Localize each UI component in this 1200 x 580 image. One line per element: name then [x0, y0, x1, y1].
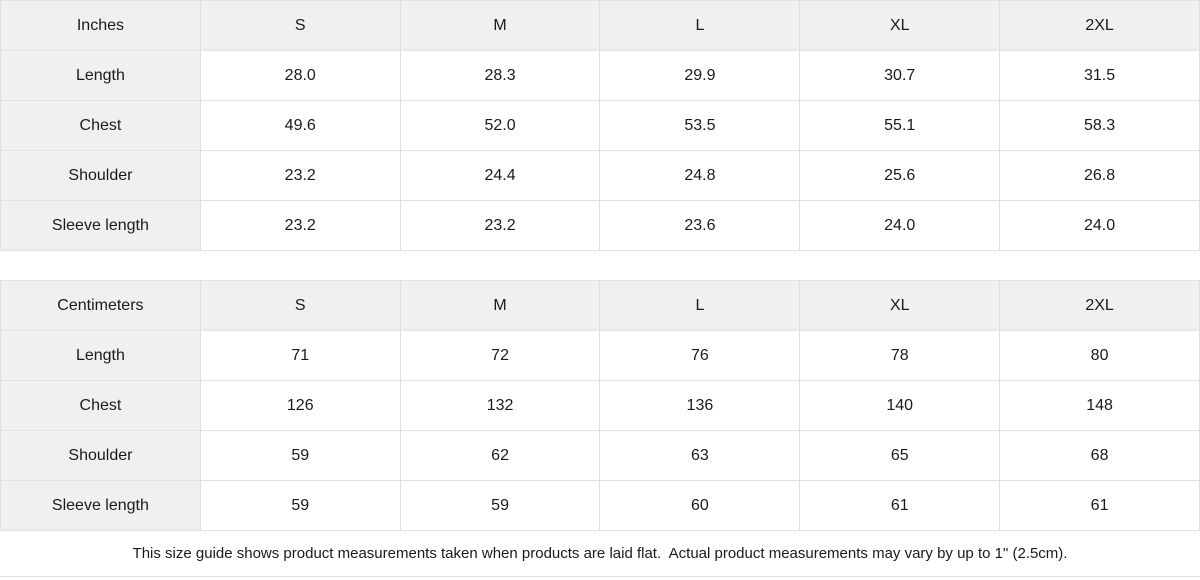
table-header-row: Inches S M L XL 2XL	[0, 0, 1200, 51]
measurement-cell: 60	[599, 480, 801, 531]
measurement-cell: 59	[199, 480, 401, 531]
size-header-cell-l: L	[599, 0, 801, 51]
measurement-cell: 132	[399, 380, 601, 431]
measurement-cell: 76	[599, 330, 801, 381]
measurement-cell: 24.0	[799, 200, 1001, 251]
size-guide-disclaimer: This size guide shows product measuremen…	[0, 531, 1200, 577]
measurement-cell: 68	[999, 430, 1200, 481]
measurement-cell: 25.6	[799, 150, 1001, 201]
measurement-cell: 59	[399, 480, 601, 531]
measurement-cell: 24.8	[599, 150, 801, 201]
row-label-cell: Sleeve length	[0, 200, 201, 251]
measurement-cell: 63	[599, 430, 801, 481]
row-label-cell: Chest	[0, 100, 201, 151]
size-header-cell-l: L	[599, 280, 801, 331]
measurement-cell: 53.5	[599, 100, 801, 151]
measurement-cell: 62	[399, 430, 601, 481]
size-header-cell-2xl: 2XL	[999, 0, 1200, 51]
measurement-cell: 24.0	[999, 200, 1200, 251]
measurement-cell: 23.2	[199, 200, 401, 251]
measurement-cell: 136	[599, 380, 801, 431]
table-row: Sleeve length 23.2 23.2 23.6 24.0 24.0	[0, 200, 1200, 251]
row-label-cell: Chest	[0, 380, 201, 431]
measurement-cell: 31.5	[999, 50, 1200, 101]
measurement-cell: 23.2	[399, 200, 601, 251]
unit-header-cell: Centimeters	[0, 280, 201, 331]
measurement-cell: 28.0	[199, 50, 401, 101]
size-header-cell-2xl: 2XL	[999, 280, 1200, 331]
row-label-cell: Shoulder	[0, 150, 201, 201]
size-header-cell-xl: XL	[799, 280, 1001, 331]
measurement-cell: 49.6	[199, 100, 401, 151]
measurement-cell: 126	[199, 380, 401, 431]
row-label-cell: Shoulder	[0, 430, 201, 481]
measurement-cell: 30.7	[799, 50, 1001, 101]
size-header-cell-m: M	[399, 280, 601, 331]
measurement-cell: 24.4	[399, 150, 601, 201]
measurement-cell: 52.0	[399, 100, 601, 151]
measurement-cell: 26.8	[999, 150, 1200, 201]
table-row: Shoulder 59 62 63 65 68	[0, 430, 1200, 481]
table-row: Sleeve length 59 59 60 61 61	[0, 480, 1200, 531]
measurement-cell: 140	[799, 380, 1001, 431]
size-header-cell-s: S	[199, 280, 401, 331]
measurement-cell: 23.6	[599, 200, 801, 251]
table-header-row: Centimeters S M L XL 2XL	[0, 280, 1200, 331]
measurement-cell: 78	[799, 330, 1001, 381]
measurement-cell: 58.3	[999, 100, 1200, 151]
size-table-centimeters: Centimeters S M L XL 2XL Length 71 72 76…	[0, 280, 1200, 531]
size-header-cell-s: S	[199, 0, 401, 51]
unit-header-cell: Inches	[0, 0, 201, 51]
row-label-cell: Sleeve length	[0, 480, 201, 531]
table-row: Length 71 72 76 78 80	[0, 330, 1200, 381]
measurement-cell: 72	[399, 330, 601, 381]
measurement-cell: 71	[199, 330, 401, 381]
measurement-cell: 148	[999, 380, 1200, 431]
size-table-inches: Inches S M L XL 2XL Length 28.0 28.3 29.…	[0, 0, 1200, 251]
measurement-cell: 80	[999, 330, 1200, 381]
row-label-cell: Length	[0, 50, 201, 101]
measurement-cell: 55.1	[799, 100, 1001, 151]
measurement-cell: 61	[799, 480, 1001, 531]
size-header-cell-xl: XL	[799, 0, 1001, 51]
measurement-cell: 65	[799, 430, 1001, 481]
table-row: Shoulder 23.2 24.4 24.8 25.6 26.8	[0, 150, 1200, 201]
measurement-cell: 61	[999, 480, 1200, 531]
table-row: Chest 126 132 136 140 148	[0, 380, 1200, 431]
table-row: Length 28.0 28.3 29.9 30.7 31.5	[0, 50, 1200, 101]
table-spacer	[0, 251, 1200, 280]
measurement-cell: 23.2	[199, 150, 401, 201]
size-header-cell-m: M	[399, 0, 601, 51]
row-label-cell: Length	[0, 330, 201, 381]
table-row: Chest 49.6 52.0 53.5 55.1 58.3	[0, 100, 1200, 151]
measurement-cell: 28.3	[399, 50, 601, 101]
measurement-cell: 59	[199, 430, 401, 481]
measurement-cell: 29.9	[599, 50, 801, 101]
